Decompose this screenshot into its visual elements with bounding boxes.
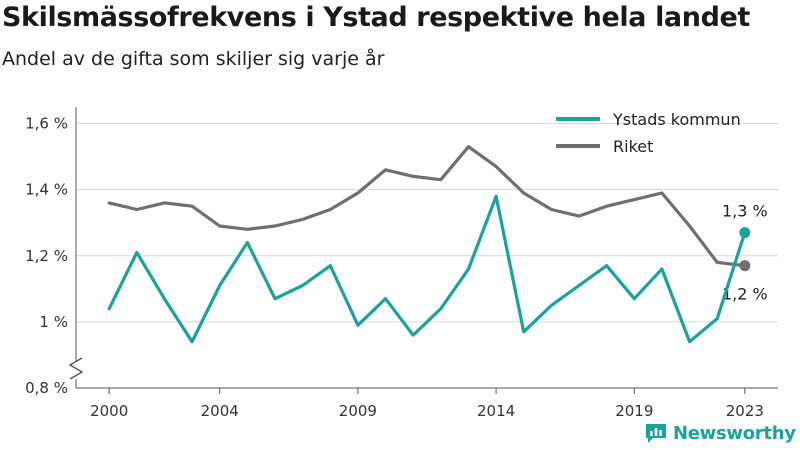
y-axis-break-icon <box>68 357 84 380</box>
end-label-ystads-kommun: 1,3 % <box>722 202 768 221</box>
chart-subtitle: Andel av de gifta som skiljer sig varje … <box>2 48 385 70</box>
chart-title: Skilsmässofrekvens i Ystad respektive he… <box>2 2 750 33</box>
newsworthy-brand: Newsworthy <box>644 420 796 446</box>
x-tick-label: 2009 <box>339 402 377 420</box>
x-tick-label: 2000 <box>90 402 128 420</box>
legend-item-ystads-kommun: Ystads kommun <box>556 110 741 129</box>
newsworthy-logo-icon <box>646 424 666 443</box>
y-tick-label: 0,8 % <box>25 379 68 397</box>
x-tick-label: 2019 <box>615 402 653 420</box>
x-tick-label: 2014 <box>477 402 515 420</box>
legend-label-riket: Riket <box>613 137 653 156</box>
series-line-riket <box>107 145 747 268</box>
y-tick-label: 1,4 % <box>25 181 68 199</box>
end-marker-riket <box>739 260 751 272</box>
y-tick-label: 1,2 % <box>25 247 68 265</box>
legend-item-riket: Riket <box>556 137 653 156</box>
series-line-ystads-kommun <box>107 194 747 344</box>
brand-name: Newsworthy <box>673 422 796 444</box>
y-tick-label: 1 % <box>39 313 68 331</box>
end-label-riket: 1,2 % <box>722 285 768 304</box>
y-tick-label: 1,6 % <box>25 115 68 133</box>
end-marker-ystads-kommun <box>739 227 751 239</box>
x-tick-label: 2023 <box>726 402 764 420</box>
x-tick-label: 2004 <box>201 402 239 420</box>
legend-label-ystads-kommun: Ystads kommun <box>612 110 741 129</box>
